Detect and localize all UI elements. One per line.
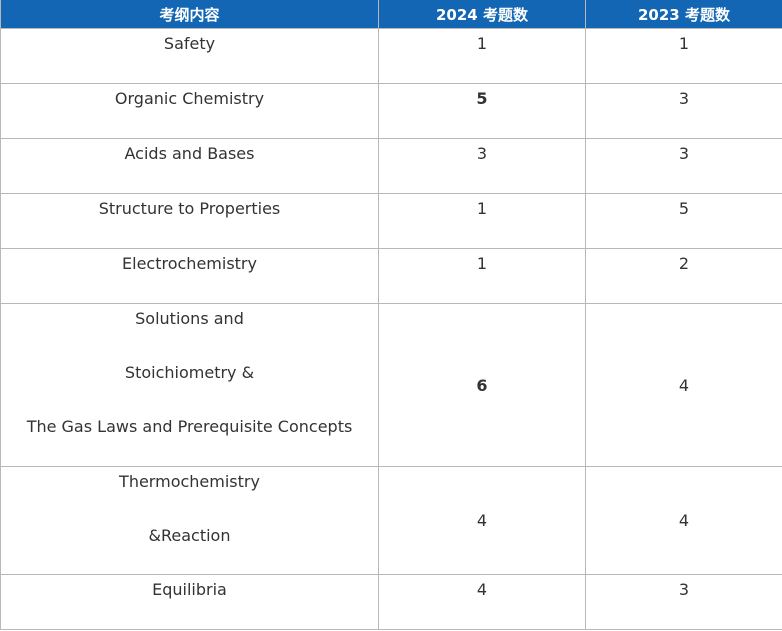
count-2024-cell: 4: [378, 466, 586, 575]
table-row: Structure to Properties 1 5: [0, 193, 782, 249]
table-row: Acids and Bases 3 3: [0, 138, 782, 194]
count-2023-cell: 3: [585, 83, 782, 139]
count-2024-cell: 4: [378, 574, 586, 630]
count-2024-cell: 3: [378, 138, 586, 194]
count-2024-cell: 1: [378, 248, 586, 304]
count-2024-cell: 5: [378, 83, 586, 139]
count-2023-cell: 4: [585, 303, 782, 467]
count-2023-cell: 2: [585, 248, 782, 304]
topic-text: Solutions and: [135, 309, 244, 328]
table-row: Electrochemistry 1 2: [0, 248, 782, 304]
count-2024-cell: 6: [378, 303, 586, 467]
topic-cell: Organic Chemistry: [0, 83, 379, 139]
count-2024-cell: 1: [378, 193, 586, 249]
topic-cell: Equilibria: [0, 574, 379, 630]
topic-text: Safety: [163, 34, 216, 53]
topic-text: Organic Chemistry: [114, 89, 265, 108]
topic-text: Electrochemistry: [122, 254, 257, 273]
topic-text: Acids and Bases: [124, 144, 255, 163]
count-2024-cell: 1: [378, 28, 586, 84]
topic-text: Structure to Properties: [98, 199, 281, 218]
count-2023-cell: 3: [585, 138, 782, 194]
topic-cell: Electrochemistry: [0, 248, 379, 304]
topic-text: The Gas Laws and Prerequisite Concepts: [26, 417, 353, 436]
header-topic: 考纲内容: [0, 0, 379, 29]
table-row: Solutions and Stoichiometry & The Gas La…: [0, 303, 782, 467]
header-row: 考纲内容 2024 考题数 2023 考题数: [0, 0, 782, 29]
topic-cell: Structure to Properties: [0, 193, 379, 249]
table-row: Thermochemistry &Reaction 4 4: [0, 466, 782, 575]
topic-text: &Reaction: [148, 526, 231, 545]
topic-cell: Safety: [0, 28, 379, 84]
count-2023-cell: 4: [585, 466, 782, 575]
topic-text: Equilibria: [152, 580, 227, 599]
topic-cell: Thermochemistry &Reaction: [0, 466, 379, 575]
topic-cell: Acids and Bases: [0, 138, 379, 194]
count-2023-cell: 5: [585, 193, 782, 249]
table-row: Safety 1 1: [0, 28, 782, 84]
topic-cell: Solutions and Stoichiometry & The Gas La…: [0, 303, 379, 467]
count-2023-cell: 3: [585, 574, 782, 630]
table-row: Organic Chemistry 5 3: [0, 83, 782, 139]
table-row: Equilibria 4 3: [0, 574, 782, 630]
header-2023-count: 2023 考题数: [585, 0, 782, 29]
topic-text: Stoichiometry &: [124, 363, 255, 382]
count-2023-cell: 1: [585, 28, 782, 84]
header-2024-count: 2024 考题数: [378, 0, 586, 29]
topic-text: Thermochemistry: [119, 472, 260, 491]
